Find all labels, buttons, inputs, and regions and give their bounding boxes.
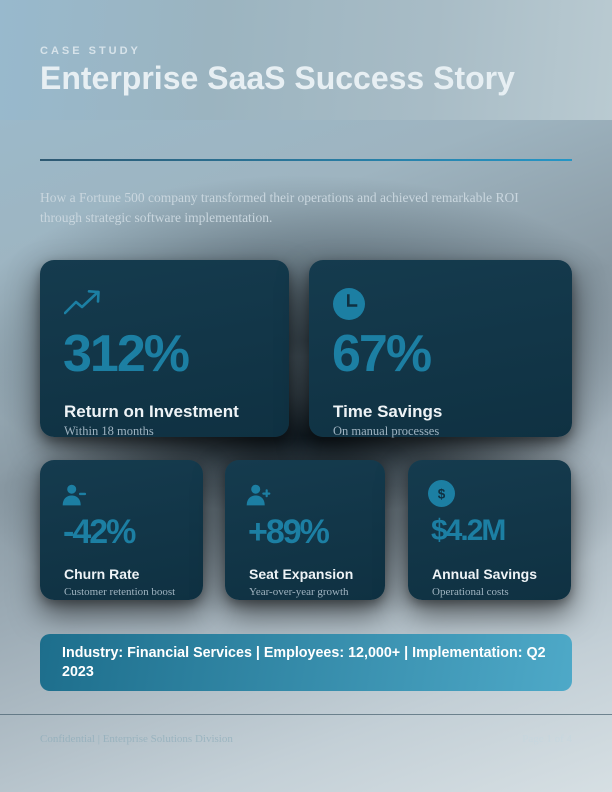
- svg-text:$: $: [438, 486, 446, 501]
